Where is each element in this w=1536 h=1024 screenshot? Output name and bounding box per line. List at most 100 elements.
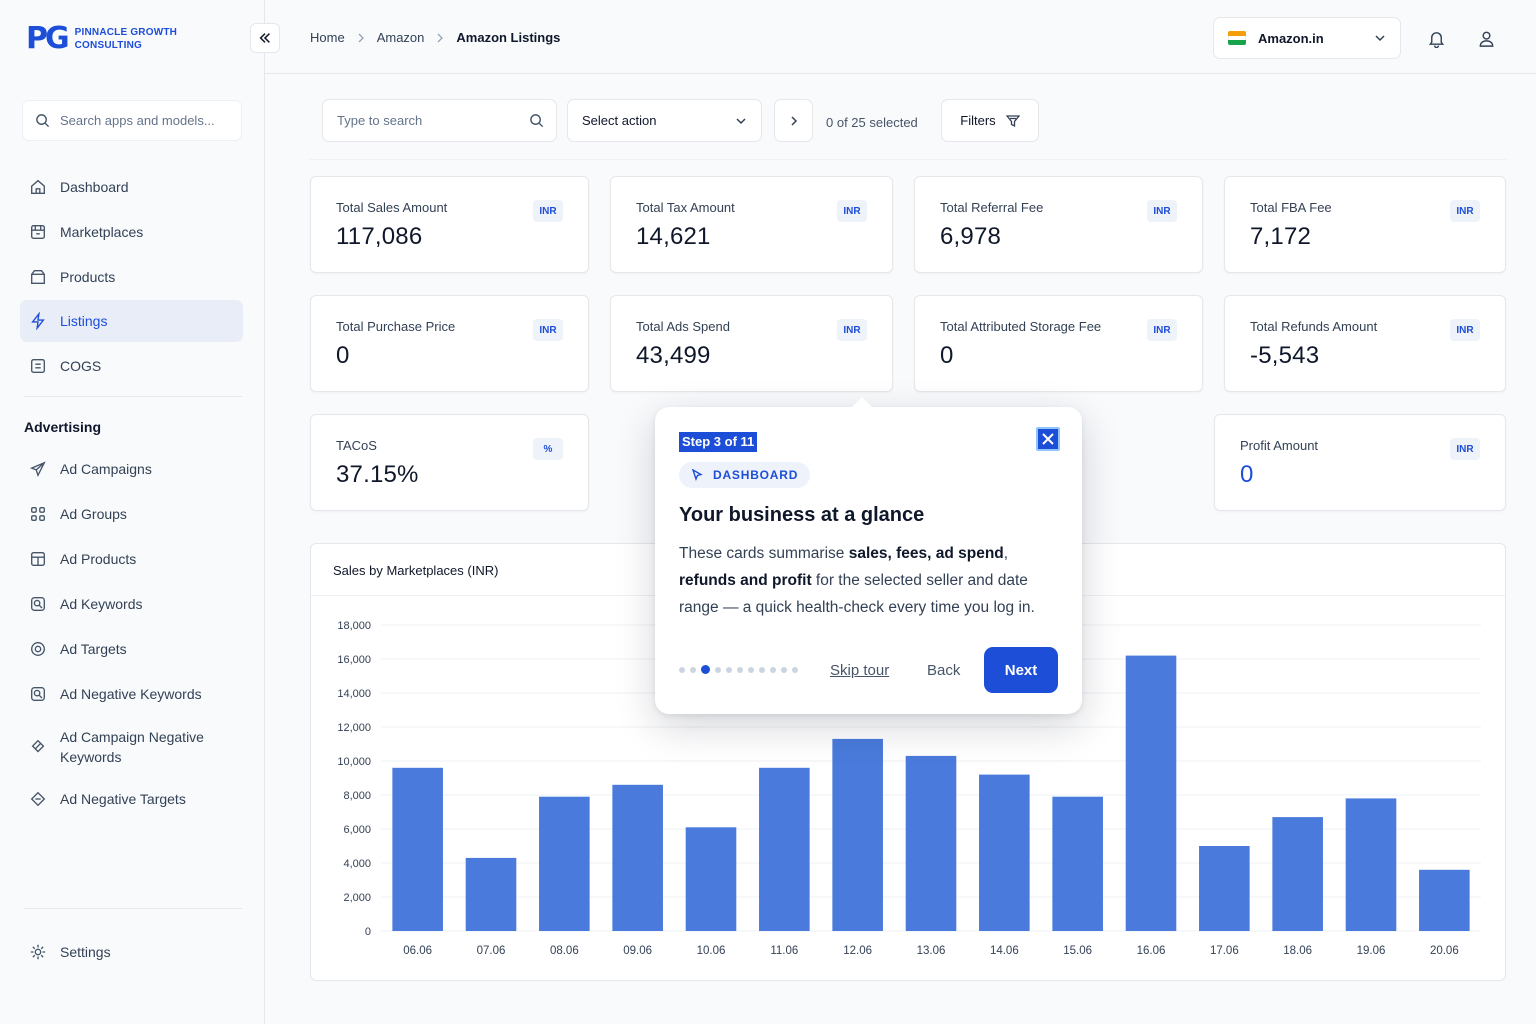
sidebar-item-label: Ad Negative Keywords <box>60 686 202 702</box>
lightning-icon <box>28 311 48 331</box>
apply-action-button[interactable] <box>774 99 813 142</box>
x-tick-label: 15.06 <box>1063 945 1092 957</box>
sales-bar-chart: 0 2,000 4,000 6,000 8,000 10,000 12,000 14,000 1… <box>337 620 1481 957</box>
skip-tour-link[interactable]: Skip tour <box>830 662 890 679</box>
currency-badge: INR <box>837 319 867 341</box>
bar <box>1052 796 1103 931</box>
negative-target-icon <box>28 789 48 809</box>
grid-icon <box>28 504 48 524</box>
sidebar-item-label: Marketplaces <box>60 224 144 240</box>
x-tick-label: 17.06 <box>1210 945 1239 957</box>
tour-close-button[interactable] <box>1036 427 1060 451</box>
x-tick-label: 08.06 <box>550 945 579 957</box>
card-title: Profit Amount <box>1240 438 1319 453</box>
card-value: -5,543 <box>1250 342 1320 369</box>
sidebar-item-label: Ad Targets <box>60 641 127 657</box>
kpi-card: Total Purchase Price INR 0 <box>310 295 589 392</box>
negative-keyword-icon <box>28 684 48 704</box>
card-title: TACoS <box>336 438 377 453</box>
sidebar-item-ad-negative-keywords[interactable]: Ad Negative Keywords <box>20 673 243 715</box>
chart-title: Sales by Marketplaces (INR) <box>333 563 499 578</box>
brand-logo[interactable]: PG PINNACLE GROWTH CONSULTING <box>26 24 177 54</box>
currency-badge: INR <box>533 319 563 341</box>
chevron-down-icon <box>1374 32 1386 44</box>
sidebar-item-ad-negative-targets[interactable]: Ad Negative Targets <box>20 778 243 820</box>
sidebar-item-ad-keywords[interactable]: Ad Keywords <box>20 583 243 625</box>
kpi-card: Total Ads Spend INR 43,499 <box>610 295 893 392</box>
sidebar-item-marketplaces[interactable]: Marketplaces <box>20 211 243 253</box>
x-tick-label: 12.06 <box>843 945 872 957</box>
progress-dot <box>781 666 787 673</box>
logo-text: PINNACLE GROWTH CONSULTING <box>75 26 177 52</box>
user-icon[interactable] <box>1475 27 1497 49</box>
sidebar-item-ad-campaigns[interactable]: Ad Campaigns <box>20 448 243 490</box>
card-title: Total Tax Amount <box>636 200 735 215</box>
sidebar-item-dashboard[interactable]: Dashboard <box>20 166 243 208</box>
sidebar-search[interactable] <box>22 100 242 141</box>
x-tick-label: 16.06 <box>1137 945 1166 957</box>
progress-dot <box>715 666 721 673</box>
tour-body-text: These cards summarise <box>679 545 849 562</box>
y-tick-label: 12,000 <box>337 722 371 734</box>
sidebar-item-ad-targets[interactable]: Ad Targets <box>20 628 243 670</box>
progress-dot <box>679 666 685 673</box>
breadcrumb: Home Amazon Amazon Listings <box>310 30 560 45</box>
sidebar-item-ad-groups[interactable]: Ad Groups <box>20 493 243 535</box>
campaign-negative-icon <box>28 737 48 757</box>
selection-count: 0 of 25 selected <box>826 115 918 130</box>
card-value: 0 <box>1240 461 1254 488</box>
filters-button[interactable]: Filters <box>941 99 1039 142</box>
x-tick-label: 18.06 <box>1283 945 1312 957</box>
progress-dot <box>701 665 710 674</box>
sidebar-item-listings[interactable]: Listings <box>20 300 243 342</box>
sidebar-item-ad-campaign-negative-keywords[interactable]: Ad Campaign Negative Keywords <box>20 725 243 769</box>
bar <box>1272 817 1323 931</box>
tour-step-indicator: Step 3 of 11 <box>679 432 758 452</box>
tour-back-button[interactable]: Back <box>927 662 961 679</box>
tour-next-button[interactable]: Next <box>984 647 1058 693</box>
table-search-input[interactable] <box>337 113 529 128</box>
home-icon <box>28 177 48 197</box>
currency-badge: INR <box>1450 438 1480 460</box>
sidebar-item-ad-products[interactable]: Ad Products <box>20 538 243 580</box>
sidebar-item-label: Ad Campaign Negative Keywords <box>60 729 204 765</box>
bar <box>1419 869 1470 931</box>
currency-badge: INR <box>1147 200 1177 222</box>
logo-line-1: PINNACLE GROWTH <box>74 27 178 38</box>
sidebar-item-cogs[interactable]: COGS <box>20 345 243 387</box>
kpi-card: Total Sales Amount INR 117,086 <box>310 176 589 273</box>
collapse-sidebar-button[interactable] <box>250 23 280 53</box>
advertising-section-title: Advertising <box>24 419 102 435</box>
sidebar-item-products[interactable]: Products <box>20 256 243 298</box>
chevron-right-icon <box>356 33 366 43</box>
tour-body-bold: sales, fees, ad spend <box>848 545 1004 562</box>
card-title: Total Attributed Storage Fee <box>940 319 1102 334</box>
kpi-card: TACoS % 37.15% <box>310 414 589 511</box>
bar <box>612 784 663 931</box>
marketplace-select[interactable]: Amazon.in <box>1213 17 1401 59</box>
bar <box>1199 846 1250 931</box>
chevron-down-icon <box>735 115 747 127</box>
x-tick-label: 19.06 <box>1357 945 1386 957</box>
chevron-right-icon <box>435 33 445 43</box>
tour-body-text: for the selected seller and date range —… <box>679 572 1035 616</box>
store-icon <box>28 222 48 242</box>
breadcrumb-home[interactable]: Home <box>310 30 345 45</box>
filters-label: Filters <box>960 113 996 128</box>
sidebar-item-settings[interactable]: Settings <box>20 931 243 973</box>
y-tick-label: 6,000 <box>343 824 371 836</box>
bell-icon[interactable] <box>1425 27 1447 49</box>
action-select[interactable]: Select action <box>567 99 762 142</box>
card-value: 117,086 <box>336 223 423 250</box>
table-search[interactable] <box>322 99 557 142</box>
progress-dot <box>726 666 732 673</box>
double-chevron-left-icon <box>258 31 272 45</box>
card-value: 7,172 <box>1250 223 1312 250</box>
y-tick-label: 14,000 <box>337 688 371 700</box>
sidebar-divider <box>24 396 242 397</box>
breadcrumb-amazon[interactable]: Amazon <box>376 30 425 45</box>
progress-dot <box>770 666 776 673</box>
sidebar-search-input[interactable] <box>60 113 230 128</box>
percent-badge: % <box>533 438 563 460</box>
bar <box>539 796 590 931</box>
